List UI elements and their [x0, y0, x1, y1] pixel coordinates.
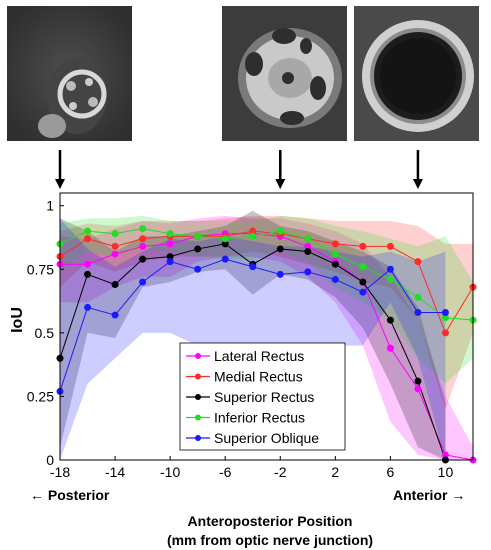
- point-superior-oblique: [84, 303, 92, 311]
- x-tick-label: -14: [105, 464, 125, 480]
- point-superior-rectus: [386, 316, 394, 324]
- series-markers: [56, 225, 477, 464]
- point-medial-rectus: [331, 240, 339, 248]
- y-tick-label: 0: [46, 452, 54, 468]
- point-superior-oblique: [414, 309, 422, 317]
- legend-marker-medial-rectus: [195, 373, 201, 380]
- x-tick-label: -6: [219, 464, 232, 480]
- y-axis-label: IoU: [9, 307, 26, 333]
- point-inferior-rectus: [194, 232, 202, 240]
- point-superior-oblique: [304, 268, 312, 276]
- band-medial-rectus: [60, 215, 473, 410]
- y-tick-label: 0.75: [27, 261, 54, 277]
- y-tick-label: 0.5: [35, 325, 55, 341]
- point-superior-oblique: [331, 275, 339, 283]
- point-inferior-rectus: [221, 235, 229, 243]
- point-superior-oblique: [249, 263, 257, 271]
- x-tick-label: 10: [438, 464, 454, 480]
- x-tick-label: -2: [274, 464, 287, 480]
- point-medial-rectus: [84, 235, 92, 243]
- point-superior-rectus: [304, 247, 312, 255]
- legend-marker-superior-rectus: [195, 394, 201, 400]
- point-superior-rectus: [194, 245, 202, 253]
- point-superior-oblique: [441, 309, 449, 317]
- point-superior-oblique: [221, 255, 229, 263]
- mri-slice-middle: [222, 6, 347, 141]
- band-inferior-rectus: [60, 215, 473, 384]
- axes-box: [59, 192, 474, 461]
- point-medial-rectus: [414, 258, 422, 266]
- point-medial-rectus: [441, 329, 449, 337]
- point-inferior-rectus: [111, 230, 119, 238]
- legend-label-medial-rectus: Medial Rectus: [214, 369, 303, 385]
- x-tick-label: 6: [387, 464, 395, 480]
- x-tick-label: 2: [331, 464, 339, 480]
- legend-label-superior-oblique: Superior Oblique: [214, 430, 319, 446]
- point-superior-rectus: [276, 245, 284, 253]
- legend-marker-lateral-rectus: [195, 353, 201, 359]
- iou-line-chart: -18 -14 -10 -6 -2 2 6 10 0 0.25 0.5 0.75 1: [27, 192, 477, 480]
- point-inferior-rectus: [331, 250, 339, 258]
- direction-posterior: ← Posterior: [30, 487, 110, 503]
- mri-slice-anterior: [354, 6, 479, 141]
- y-tick-label: 0.25: [27, 388, 54, 404]
- point-inferior-rectus: [304, 235, 312, 243]
- legend: Lateral Rectus Medial Rectus Superior Rect…: [179, 342, 346, 451]
- point-superior-oblique: [139, 278, 147, 286]
- point-inferior-rectus: [414, 293, 422, 301]
- x-tick-label: -10: [160, 464, 180, 480]
- point-superior-oblique: [276, 270, 284, 278]
- x-tick-label: -18: [50, 464, 70, 480]
- point-medial-rectus: [386, 242, 394, 250]
- point-inferior-rectus: [139, 225, 147, 233]
- point-lateral-rectus: [166, 240, 174, 248]
- point-inferior-rectus: [166, 230, 174, 238]
- legend-label-superior-rectus: Superior Rectus: [214, 389, 314, 405]
- point-superior-rectus: [139, 255, 147, 263]
- mri-slice-posterior: [7, 6, 132, 141]
- x-axis-label-line1: Anteroposterior Position: [188, 513, 353, 529]
- band-superior-oblique: [60, 218, 446, 460]
- point-medial-rectus: [139, 235, 147, 243]
- point-superior-rectus: [414, 377, 422, 385]
- point-superior-rectus: [111, 281, 119, 289]
- image-arrows: [55, 150, 423, 189]
- point-lateral-rectus: [111, 250, 119, 258]
- point-superior-oblique: [359, 288, 367, 296]
- point-superior-oblique: [386, 265, 394, 273]
- point-superior-rectus: [359, 278, 367, 286]
- point-lateral-rectus: [386, 344, 394, 352]
- point-superior-rectus: [331, 260, 339, 268]
- x-axis-label-line2: (mm from optic nerve junction): [167, 532, 373, 548]
- point-inferior-rectus: [249, 232, 257, 240]
- point-inferior-rectus: [386, 275, 394, 283]
- point-superior-oblique: [111, 311, 119, 319]
- point-superior-oblique: [166, 258, 174, 266]
- point-medial-rectus: [111, 242, 119, 250]
- legend-label-lateral-rectus: Lateral Rectus: [214, 348, 304, 364]
- point-superior-oblique: [194, 265, 202, 273]
- point-lateral-rectus: [84, 260, 92, 268]
- y-tick-label: 1: [46, 198, 54, 214]
- legend-label-inferior-rectus: Inferior Rectus: [214, 410, 305, 426]
- line-inferior-rectus: [59, 228, 474, 321]
- line-lateral-rectus: [60, 233, 474, 461]
- axis-ticks: -18 -14 -10 -6 -2 2 6 10 0 0.25 0.5 0.75 1: [27, 198, 454, 480]
- line-medial-rectus: [59, 230, 474, 334]
- point-lateral-rectus: [139, 242, 147, 250]
- point-lateral-rectus: [414, 385, 422, 393]
- point-superior-rectus: [84, 270, 92, 278]
- point-inferior-rectus: [276, 227, 284, 235]
- point-inferior-rectus: [359, 263, 367, 271]
- point-medial-rectus: [359, 242, 367, 250]
- legend-marker-inferior-rectus: [195, 414, 201, 421]
- band-lateral-rectus: [60, 215, 473, 460]
- direction-anterior: Anterior →: [393, 487, 465, 503]
- legend-marker-superior-oblique: [195, 435, 201, 441]
- point-inferior-rectus: [84, 227, 92, 235]
